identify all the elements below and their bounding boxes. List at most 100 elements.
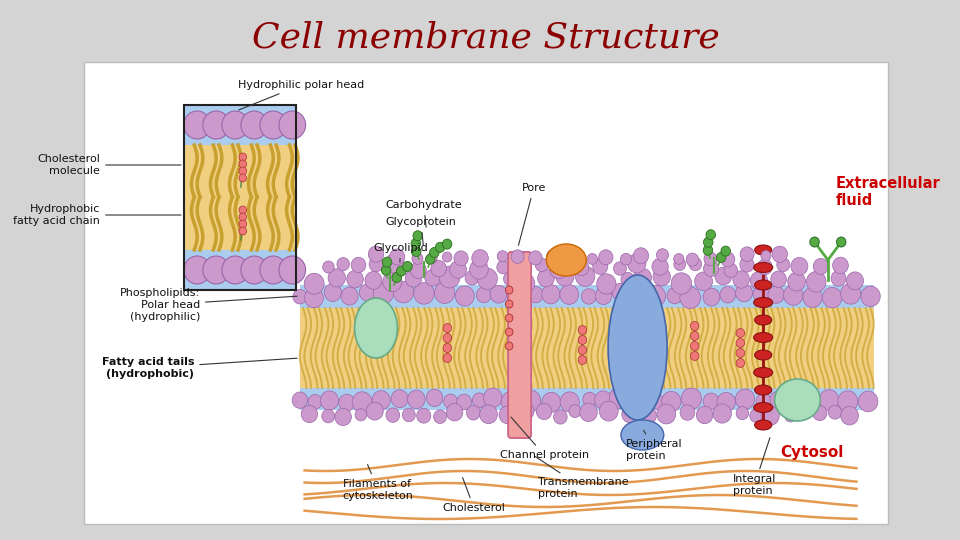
Text: Extracellular
fluid: Extracellular fluid [835,176,940,208]
Circle shape [732,271,750,288]
Circle shape [736,339,745,348]
Circle shape [680,287,701,308]
Text: Cholesterol: Cholesterol [443,477,506,513]
Text: Fatty acid tails
(hydrophobic): Fatty acid tails (hydrophobic) [102,357,297,379]
Circle shape [293,289,307,304]
FancyBboxPatch shape [508,252,531,438]
Circle shape [444,394,457,409]
Circle shape [491,285,507,303]
Circle shape [480,405,497,423]
Circle shape [369,246,384,262]
Circle shape [716,253,726,262]
Circle shape [505,342,513,350]
Circle shape [394,281,414,303]
Circle shape [308,394,322,409]
Bar [183,145,296,250]
Circle shape [529,251,542,265]
Circle shape [304,273,324,294]
Circle shape [832,257,849,274]
Circle shape [595,287,612,305]
Circle shape [578,326,587,334]
Circle shape [753,286,769,302]
Circle shape [841,283,861,304]
Circle shape [802,392,819,409]
Circle shape [639,407,657,424]
Circle shape [588,253,597,265]
Circle shape [222,256,249,284]
Circle shape [703,288,720,306]
Circle shape [828,405,842,419]
Ellipse shape [354,298,397,358]
Circle shape [634,248,649,264]
Circle shape [560,285,579,305]
Text: Glycoprotein: Glycoprotein [386,217,456,245]
Circle shape [413,231,422,241]
Text: Cell membrane Structure: Cell membrane Structure [252,21,719,55]
Ellipse shape [755,420,772,430]
Circle shape [554,410,567,424]
Text: Carbohydrate: Carbohydrate [386,200,462,227]
Circle shape [382,257,392,267]
Circle shape [408,390,425,409]
Text: Transmembrane
protein: Transmembrane protein [536,456,629,499]
Circle shape [704,237,713,247]
Circle shape [690,321,699,330]
Ellipse shape [755,385,772,395]
Circle shape [484,388,502,407]
Circle shape [434,410,446,423]
Circle shape [425,254,435,264]
Text: Peripheral
protein: Peripheral protein [626,430,683,461]
Circle shape [858,391,877,412]
Circle shape [736,359,745,368]
Circle shape [686,253,699,266]
Circle shape [239,174,247,182]
Circle shape [736,328,745,338]
Circle shape [512,261,528,279]
Circle shape [467,406,480,420]
Bar [300,308,874,388]
Circle shape [788,272,805,291]
Ellipse shape [608,275,667,420]
Circle shape [239,167,247,175]
Circle shape [476,287,492,303]
Circle shape [628,254,646,273]
Circle shape [355,409,367,421]
Circle shape [412,246,420,256]
Circle shape [796,403,811,420]
Circle shape [721,252,734,267]
Circle shape [610,387,631,408]
Circle shape [511,250,524,264]
Text: Glycolipid: Glycolipid [373,243,428,262]
Circle shape [373,282,394,304]
Circle shape [518,403,534,420]
Circle shape [260,256,287,284]
Circle shape [620,253,632,265]
Circle shape [847,272,864,290]
Circle shape [443,239,452,249]
Circle shape [347,271,363,288]
Circle shape [674,254,684,264]
Circle shape [560,392,579,412]
Circle shape [322,409,335,423]
Circle shape [496,260,510,274]
Ellipse shape [754,333,773,342]
Ellipse shape [546,244,587,276]
Circle shape [661,392,681,412]
Circle shape [575,266,595,286]
Circle shape [323,261,334,273]
Circle shape [542,393,561,413]
Circle shape [777,258,790,272]
Text: Phospholipids:
Polar head
(hydrophilic): Phospholipids: Polar head (hydrophilic) [120,288,297,322]
Circle shape [520,390,540,412]
Circle shape [695,272,712,291]
Circle shape [390,249,405,265]
Circle shape [324,284,342,301]
Circle shape [425,269,441,286]
Ellipse shape [755,245,772,255]
Circle shape [667,287,683,304]
Circle shape [239,213,247,221]
Circle shape [736,348,745,357]
Circle shape [279,256,305,284]
Circle shape [713,404,732,423]
Circle shape [471,249,489,267]
